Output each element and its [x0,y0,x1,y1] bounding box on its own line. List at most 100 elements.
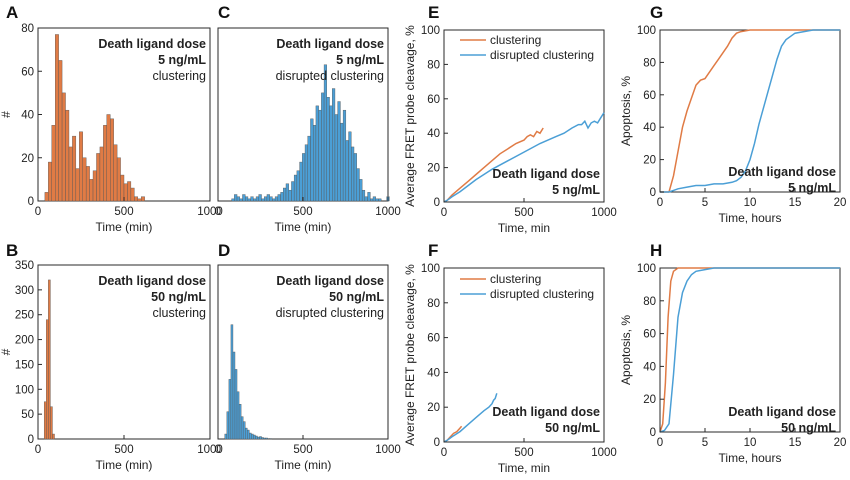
series-line-disrupted [443,112,605,203]
series-line-disrupted [443,393,498,443]
histogram-bar [232,351,236,440]
x-tick-label: 0 [657,437,663,449]
histogram-bar [116,157,121,202]
histogram-bar [249,432,252,440]
x-tick-label: 1000 [197,444,223,456]
histogram-bar [231,198,235,202]
y-tick-label: 0 [28,196,34,208]
y-tick-label: 0 [434,197,440,209]
histogram-bar [130,187,135,202]
histogram-bar [326,96,330,202]
histogram-bar [334,114,338,202]
histogram-bar [370,198,374,202]
y-tick-label: 350 [15,260,34,272]
histogram-bar [51,125,56,202]
y-tick-label: 100 [421,25,440,37]
y-tick-label: 80 [643,57,656,69]
y-tick-label: 0 [650,427,656,439]
histogram-bar [323,64,327,202]
histogram-bar [345,140,349,202]
histogram-bar [259,436,262,440]
histogram-bar [337,101,341,202]
histogram-bar [367,192,371,202]
histogram-bar [240,416,244,440]
histogram-bar [52,433,55,440]
x-tick-label: 20 [834,197,847,209]
x-tick-label: 1000 [197,206,223,218]
y-tick-label: 250 [15,310,34,322]
dose-annotation: 5 ng/mL [788,181,836,195]
histogram-bar [140,196,145,202]
series-line-clustering [660,29,840,193]
histogram-bar [234,194,238,202]
histogram-bar [375,198,379,202]
histogram-bar [321,92,325,202]
histogram-bar [255,196,259,202]
y-tick-label: 80 [427,59,440,71]
x-axis-label: Time, min [498,221,550,235]
histogram-bar [342,109,347,202]
histogram-bar [299,161,303,202]
condition-label: clustering [153,69,207,83]
histogram-bar [85,166,90,202]
y-tick-label: 0 [434,437,440,449]
histogram-bar [378,198,382,202]
x-tick-label: 1000 [591,207,617,219]
panel-g: 0 5 10 15 20 0 20 40 60 80 100 Time, hours Apoptosis… [619,25,846,225]
histogram-bar [50,406,53,440]
histogram-bar [234,369,238,440]
x-axis-label: Time (min) [96,220,153,234]
y-tick-label: 80 [21,23,34,35]
dose-annotation: Death ligand dose [492,167,600,181]
y-tick-label: 0 [28,434,34,446]
dose-annotation: Death ligand dose [728,165,836,179]
y-axis-label: # [0,111,13,118]
x-tick-label: 0 [657,197,663,209]
y-tick-label: 150 [15,359,34,371]
series-line-clustering [443,127,544,203]
x-axis-label: Time, hours [719,451,782,465]
series-line-disrupted [660,29,840,193]
histogram-bar [264,196,268,202]
histogram-bar [242,421,246,440]
histogram-bar [302,153,306,202]
histogram-bar [96,153,101,202]
histogram-bar [103,125,108,202]
histogram-bar [48,161,52,202]
histogram-bar [92,170,97,202]
x-axis-label: Time (min) [275,220,332,234]
histogram-bar [244,427,248,440]
histogram-bar [353,153,357,202]
y-tick-label: 20 [427,402,440,414]
panel-c: 0 500 1000 Time (min) Death ligand dose 5 ng/… [215,27,401,234]
x-tick-label: 1000 [591,447,617,459]
histogram-bar [82,157,87,202]
dose-annotation: Death ligand dose [98,274,206,288]
histogram-bar [110,118,114,202]
dose-annotation: Death ligand dose [276,274,384,288]
y-tick-label: 60 [643,329,656,341]
histogram-bar [55,34,59,202]
y-tick-label: 100 [637,25,656,37]
histogram-bar [79,131,83,202]
histogram-bar [127,181,132,202]
x-tick-label: 10 [744,197,757,209]
x-tick-label: 15 [789,197,802,209]
x-axis-label: Time, hours [719,211,782,225]
histogram-bar [44,192,49,202]
histogram-bar [261,437,264,440]
y-axis-label: # [0,348,13,355]
histogram-bar [75,168,80,202]
panel-letter-g: G [650,3,663,22]
y-tick-label: 40 [427,367,440,379]
histogram-bar [348,131,352,202]
y-tick-label: 50 [21,409,34,421]
y-axis-label: Average FRET probe cleavage, % [403,25,417,207]
histogram-bar [230,324,234,440]
x-tick-label: 15 [789,437,802,449]
y-tick-label: 80 [427,298,440,310]
dose-annotation: Death ligand dose [728,405,836,419]
